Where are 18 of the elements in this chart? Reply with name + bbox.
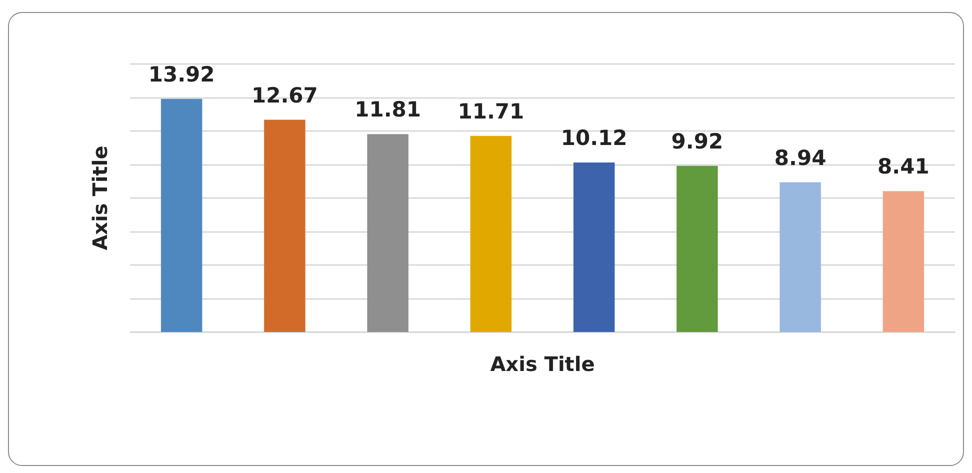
bar (882, 191, 924, 332)
data-label: 9.92 (671, 129, 724, 154)
data-label: 11.71 (458, 99, 524, 124)
x-axis-title: Axis Title (490, 352, 595, 376)
data-label: 10.12 (560, 126, 628, 150)
bar (160, 98, 202, 332)
data-label: 8.41 (878, 154, 930, 179)
bar (367, 134, 408, 332)
bar (573, 162, 615, 332)
bar (264, 120, 306, 332)
data-label: 11.81 (354, 98, 422, 122)
data-label: 12.67 (251, 83, 318, 108)
bar (676, 166, 718, 332)
data-label: 13.92 (148, 62, 215, 86)
bar (470, 136, 512, 332)
bar (780, 182, 821, 332)
y-axis-title: Axis Title (88, 146, 112, 250)
data-label: 8.94 (774, 146, 826, 170)
